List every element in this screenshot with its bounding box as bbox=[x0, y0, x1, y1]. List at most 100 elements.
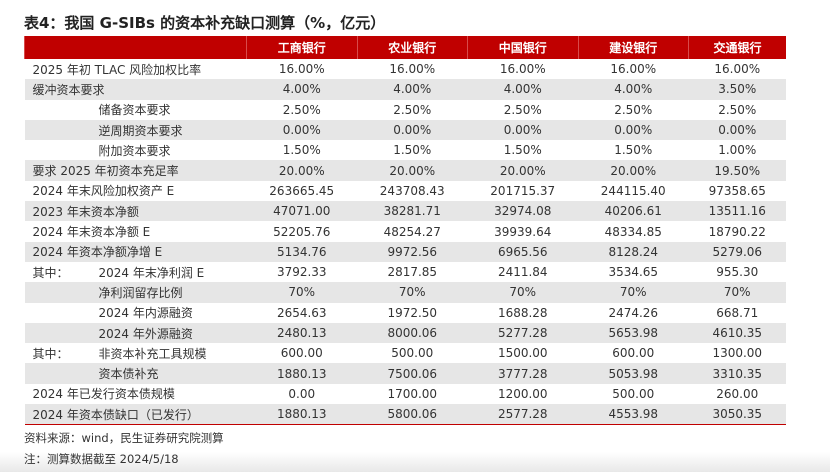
value-cell: 13511.16 bbox=[688, 201, 786, 222]
value-cell: 600.00 bbox=[612, 346, 655, 361]
value-cell: 1200.00 bbox=[497, 386, 548, 401]
value-cell: 1.50% bbox=[614, 143, 653, 158]
row-label-cell: 净利润留存比例 bbox=[24, 282, 247, 303]
value-cell: 52205.76 bbox=[273, 224, 331, 239]
value-cell: 0.00% bbox=[578, 119, 689, 141]
table-row: 2024 年末风险加权资产 E 263665.45 243708.43 201715.… bbox=[25, 181, 787, 201]
value-cell: 5053.98 bbox=[578, 363, 689, 384]
value-cell: 3534.65 bbox=[608, 265, 659, 280]
value-cell: 16.00% bbox=[610, 62, 657, 77]
value-cell: 5134.76 bbox=[246, 241, 357, 262]
value-cell: 1.50% bbox=[282, 143, 321, 158]
value-cell: 4610.35 bbox=[688, 322, 786, 344]
value-cell: 39939.64 bbox=[494, 224, 552, 239]
value-cell: 0.00% bbox=[688, 119, 786, 141]
table-row: 资本债补充 1880.13 7500.06 3777.28 5053.98 3310.35 bbox=[24, 363, 786, 384]
column-header: 中国银行 bbox=[467, 36, 578, 59]
value-cell: 600.00 bbox=[280, 346, 323, 361]
value-cell: 0.00% bbox=[357, 119, 468, 141]
row-label-cell: 附加资本要求 bbox=[25, 140, 247, 160]
value-cell: 2.50% bbox=[614, 102, 653, 117]
value-cell: 3310.35 bbox=[688, 363, 786, 384]
value-cell: 1.00% bbox=[718, 143, 757, 158]
value-cell: 4.00% bbox=[467, 79, 578, 100]
row-label: 2024 年资本净额净增 E bbox=[32, 245, 163, 260]
table-row: 其中： 2024 年末净利润 E 3792.33 2817.85 2411.84 3534… bbox=[25, 262, 787, 282]
value-cell: 4.00% bbox=[578, 79, 689, 100]
row-label-cell: 资本债补充 bbox=[24, 363, 247, 384]
value-cell: 2.50% bbox=[393, 102, 432, 117]
row-label: 2023 年末资本净额 bbox=[32, 204, 139, 219]
value-cell: 2577.28 bbox=[467, 404, 578, 426]
row-label-cell: 2024 年已发行资本债规模 bbox=[25, 384, 247, 404]
value-cell: 4553.98 bbox=[578, 404, 689, 426]
row-label: 2024 年外源融资 bbox=[98, 326, 193, 341]
row-label-cell: 储备资本要求 bbox=[25, 100, 247, 120]
row-label-cell: 其中： 2024 年末净利润 E bbox=[25, 262, 247, 282]
row-label-cell: 2025 年初 TLAC 风险加权比率 bbox=[25, 59, 247, 79]
value-cell: 47071.00 bbox=[246, 201, 357, 222]
value-cell: 48334.85 bbox=[604, 224, 662, 239]
value-cell: 2654.63 bbox=[276, 305, 327, 320]
value-cell: 20.00% bbox=[578, 160, 689, 181]
table-row: 净利润留存比例 70% 70% 70% 70% 70% bbox=[24, 282, 786, 303]
value-cell: 16.00% bbox=[499, 62, 546, 77]
capital-gap-table: 工商银行 农业银行 中国银行 建设银行 交通银行 2025 年初 TLAC 风险加权比率… bbox=[24, 36, 787, 426]
value-cell: 4.00% bbox=[357, 79, 468, 100]
row-label-cell: 2024 年内源融资 bbox=[25, 303, 247, 323]
value-cell: 0.00% bbox=[467, 119, 578, 141]
value-cell: 1300.00 bbox=[712, 346, 763, 361]
value-cell: 201715.37 bbox=[490, 183, 556, 198]
row-label: 2024 年内源融资 bbox=[98, 306, 193, 321]
row-label-cell: 要求 2025 年初资本充足率 bbox=[24, 160, 247, 181]
value-cell: 20.00% bbox=[357, 160, 468, 181]
table-row: 2024 年外源融资 2480.13 8000.06 5277.28 5653.98 46… bbox=[24, 322, 786, 344]
row-label: 2024 年末风险加权资产 E bbox=[32, 184, 175, 199]
value-cell: 2411.84 bbox=[497, 265, 548, 280]
value-cell: 38281.71 bbox=[357, 201, 468, 222]
value-cell: 5279.06 bbox=[688, 241, 786, 262]
table-row: 2025 年初 TLAC 风险加权比率 16.00% 16.00% 16.00% 16.… bbox=[25, 59, 787, 79]
value-cell: 668.71 bbox=[716, 305, 759, 320]
table-row: 缓冲资本要求 4.00% 4.00% 4.00% 4.00% 3.50% bbox=[24, 79, 786, 100]
row-label: 2024 年已发行资本债规模 bbox=[32, 387, 175, 402]
row-label: 资本债补充 bbox=[98, 367, 159, 382]
bottom-band bbox=[0, 452, 830, 472]
value-cell: 1880.13 bbox=[246, 363, 357, 384]
value-cell: 18790.22 bbox=[708, 224, 766, 239]
value-cell: 500.00 bbox=[391, 346, 434, 361]
table-row: 2023 年末资本净额 47071.00 38281.71 32974.08 40206… bbox=[24, 201, 786, 222]
value-cell: 1972.50 bbox=[387, 305, 438, 320]
table-row: 2024 年资本净额净增 E 5134.76 9972.56 6965.56 8128.… bbox=[24, 241, 786, 262]
value-cell: 32974.08 bbox=[467, 201, 578, 222]
value-cell: 1700.00 bbox=[387, 386, 438, 401]
row-label: 净利润留存比例 bbox=[98, 285, 183, 300]
table-row: 2024 年内源融资 2654.63 1972.50 1688.28 2474.26 66… bbox=[25, 303, 787, 323]
row-label-cell: 2024 年末资本净额 E bbox=[25, 221, 247, 241]
row-label: 逆周期资本要求 bbox=[98, 123, 183, 138]
value-cell: 5800.06 bbox=[357, 404, 468, 426]
table-title: 表4：我国 G-SIBs 的资本补充缺口测算（%，亿元） bbox=[24, 14, 386, 32]
column-header: 农业银行 bbox=[356, 36, 468, 59]
table-row: 2024 年资本债缺口（已发行） 1880.13 5800.06 2577.28 455… bbox=[24, 404, 786, 426]
value-cell: 97358.65 bbox=[708, 183, 766, 198]
row-label: 储备资本要求 bbox=[98, 103, 171, 118]
value-cell: 20.00% bbox=[246, 160, 357, 181]
value-cell: 2.50% bbox=[503, 102, 542, 117]
table-row: 逆周期资本要求 0.00% 0.00% 0.00% 0.00% 0.00% bbox=[24, 119, 786, 141]
value-cell: 48254.27 bbox=[383, 224, 441, 239]
row-label: 附加资本要求 bbox=[98, 143, 171, 158]
value-cell: 2817.85 bbox=[387, 265, 438, 280]
table-row: 2024 年末资本净额 E 52205.76 48254.27 39939.64 483… bbox=[25, 221, 787, 241]
value-cell: 0.00% bbox=[246, 119, 357, 141]
row-label: 2024 年资本债缺口（已发行） bbox=[32, 407, 199, 422]
value-cell: 70% bbox=[578, 282, 689, 303]
value-cell: 1.50% bbox=[393, 143, 432, 158]
value-cell: 3050.35 bbox=[688, 404, 786, 426]
value-cell: 70% bbox=[688, 282, 786, 303]
value-cell: 500.00 bbox=[612, 386, 655, 401]
value-cell: 40206.61 bbox=[578, 201, 689, 222]
value-cell: 5277.28 bbox=[467, 322, 578, 344]
row-label-cell: 2023 年末资本净额 bbox=[24, 201, 247, 222]
value-cell: 244115.40 bbox=[600, 183, 666, 198]
